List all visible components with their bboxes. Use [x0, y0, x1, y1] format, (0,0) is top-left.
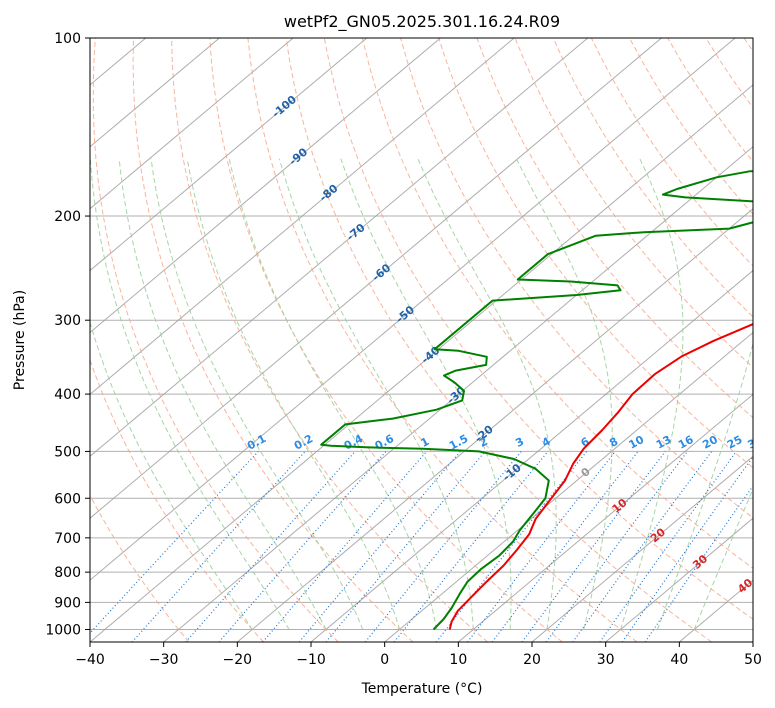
- x-tick-label: −20: [223, 652, 253, 668]
- x-tick-label: 10: [449, 652, 467, 668]
- mixing-ratio-line: [185, 450, 356, 642]
- mixing-ratio-line: [435, 451, 588, 642]
- isotherm-line: [163, 146, 753, 642]
- dewpoint-profile: [320, 170, 753, 631]
- plot-area: -100-90-80-70-60-50-40-30-20-10 010203040…: [90, 38, 765, 642]
- moist-adiabat: [340, 158, 512, 630]
- dry-adiabat: [132, 38, 414, 642]
- mixing-ratio-line: [644, 485, 753, 642]
- moist-adiabat: [118, 158, 327, 630]
- dry-adiabat: [90, 358, 264, 642]
- mixing-ratio-lines: [90, 450, 753, 642]
- moist-adiabat: [620, 158, 684, 630]
- y-tick-label: 600: [54, 491, 81, 507]
- isotherms: [90, 38, 753, 642]
- dry-adiabat: [514, 38, 753, 368]
- mixing-ratio-line: [298, 451, 461, 642]
- moist-adiabat: [656, 341, 753, 630]
- dry-adiabat: [285, 38, 712, 642]
- mixing-ratio-line: [131, 450, 306, 642]
- mixing-ratio-line: [599, 451, 737, 642]
- isotherm-line: [458, 393, 753, 642]
- mixing-ratio-line: [467, 451, 616, 642]
- moist-adiabat: [693, 487, 753, 630]
- isotherm-line: [90, 38, 515, 396]
- mixing-ratio-label: 16: [676, 433, 696, 452]
- moist-adiabat: [278, 158, 474, 630]
- moist-adiabat: [150, 158, 364, 630]
- mixing-ratio-line: [545, 451, 688, 642]
- isotherm-line: [90, 38, 368, 272]
- dry-adiabat: [552, 38, 753, 318]
- isotherm-line: [384, 331, 753, 642]
- pressure-gridlines: [90, 215, 753, 630]
- y-tick-label: 100: [54, 31, 81, 47]
- moist-adiabats: [90, 158, 753, 630]
- isotherm-line: [90, 38, 220, 148]
- x-tick-label: 30: [597, 652, 615, 668]
- dry-adiabat: [323, 38, 753, 620]
- isotherm-line: [237, 208, 753, 642]
- x-tick-label: −40: [75, 652, 105, 668]
- dry-adiabat: [209, 38, 563, 642]
- moist-adiabat: [515, 158, 613, 630]
- y-tick-label: 700: [54, 531, 81, 547]
- dry-adiabat: [247, 38, 638, 642]
- x-tick-label: −10: [296, 652, 326, 668]
- y-tick-label: 800: [54, 565, 81, 581]
- isotherm-line: [90, 38, 736, 581]
- mixing-ratio-label: 13: [654, 433, 674, 452]
- profile-series: [320, 170, 753, 631]
- plot-frame: [89, 37, 754, 643]
- y-tick-label: 400: [54, 387, 81, 403]
- x-tick-label: 40: [670, 652, 688, 668]
- moist-adiabat: [417, 158, 557, 630]
- y-tick-label: 300: [54, 313, 81, 329]
- isotherm-line: [605, 517, 753, 642]
- mixing-ratio-line: [90, 450, 259, 634]
- dry-adiabat: [400, 38, 753, 519]
- dry-adiabat: [92, 38, 339, 642]
- mixing-ratio-label: 30: [745, 433, 765, 452]
- isotherm-line: [90, 38, 662, 519]
- y-axis: 100 200 300 400 500 600 700 800 900 1000: [45, 31, 90, 638]
- moist-adiabat: [90, 158, 290, 630]
- x-tick-label: 20: [523, 652, 541, 668]
- mixing-ratio-line: [621, 455, 753, 642]
- isotherm-line: [90, 84, 753, 642]
- chart-title: wetPf2_GN05.2025.301.16.24.R09: [284, 12, 560, 32]
- x-axis: −40 −30 −20 −10 0 10 20 30 40 50: [75, 642, 762, 668]
- y-tick-label: 1000: [45, 622, 81, 638]
- isotherm-line: [90, 38, 441, 334]
- x-axis-title: Temperature (°C): [361, 681, 483, 697]
- x-tick-label: 50: [744, 652, 762, 668]
- mixing-ratio-line: [572, 451, 713, 642]
- y-axis-title: Pressure (hPa): [12, 290, 28, 390]
- x-tick-label: 0: [380, 652, 389, 668]
- mixing-ratio-label: 10: [627, 433, 647, 452]
- y-tick-label: 900: [54, 595, 81, 611]
- mixing-ratio-label: 25: [725, 433, 745, 452]
- moist-adiabat: [186, 158, 401, 630]
- isotherm-line: [531, 455, 753, 642]
- dry-adiabats: [90, 38, 753, 642]
- dry-adiabat: [361, 38, 753, 569]
- isotherm-line: [90, 38, 294, 210]
- moist-adiabat: [228, 158, 437, 630]
- x-tick-label: −30: [149, 652, 179, 668]
- dry-adiabat: [476, 38, 753, 419]
- y-tick-label: 200: [54, 209, 81, 225]
- isotherm-line: [90, 38, 589, 457]
- y-tick-label: 500: [54, 444, 81, 460]
- temperature-profile: [448, 323, 753, 630]
- mixing-ratio-label: 20: [700, 433, 720, 452]
